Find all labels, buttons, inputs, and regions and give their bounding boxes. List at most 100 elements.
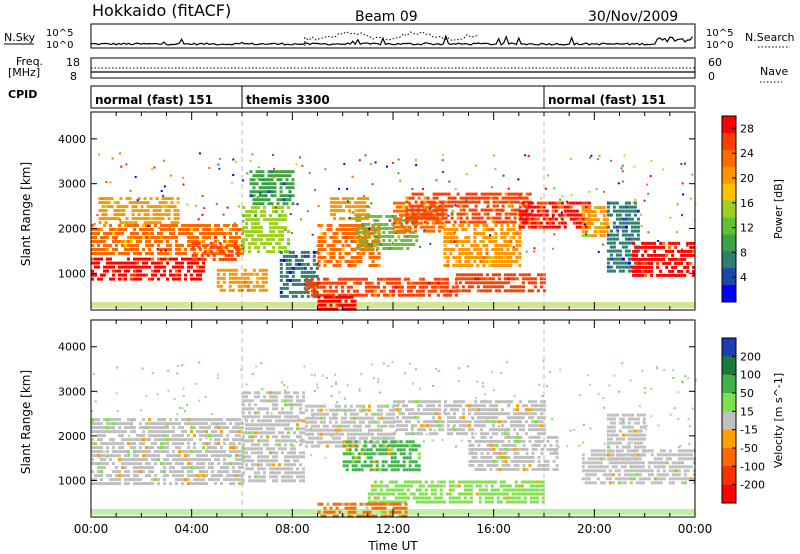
data-cell	[276, 198, 280, 202]
data-cell	[479, 248, 483, 251]
data-cell	[190, 224, 193, 227]
data-cell	[278, 439, 281, 443]
data-cell	[326, 228, 330, 231]
data-cell	[254, 210, 257, 214]
scatter-cell	[296, 203, 299, 206]
data-cell	[307, 281, 311, 285]
data-cell	[288, 182, 292, 186]
data-cell	[254, 222, 257, 226]
data-cell	[533, 213, 537, 217]
data-cell	[500, 264, 504, 267]
data-cell	[242, 250, 245, 254]
data-cell	[130, 277, 133, 281]
data-cell	[482, 277, 486, 281]
data-cell	[178, 228, 181, 231]
data-cell	[310, 285, 314, 289]
data-cell	[272, 395, 275, 399]
data-cell	[279, 194, 283, 198]
data-cell	[495, 196, 499, 200]
scatter-cell	[566, 200, 568, 203]
data-cell	[668, 269, 672, 273]
data-cell	[235, 244, 238, 247]
data-cell	[380, 502, 384, 506]
data-cell	[674, 261, 678, 265]
data-cell	[458, 224, 462, 227]
data-cell	[367, 243, 371, 246]
data-cell	[181, 438, 184, 442]
scatter-cell	[585, 202, 588, 205]
data-cell	[254, 423, 257, 427]
data-cell	[211, 434, 214, 438]
data-cell	[490, 492, 494, 496]
data-cell	[656, 261, 660, 265]
data-cell	[284, 246, 287, 250]
data-cell	[269, 230, 272, 234]
data-cell	[294, 278, 298, 282]
data-cell	[103, 458, 106, 462]
data-cell	[575, 209, 579, 213]
data-cell	[254, 238, 257, 242]
data-cell	[157, 232, 160, 235]
data-cell	[445, 281, 449, 285]
data-cell	[121, 422, 124, 426]
data-cell	[184, 478, 187, 482]
data-cell	[217, 474, 220, 478]
data-cell	[478, 484, 482, 488]
scatter-cell	[590, 154, 593, 157]
scatter-cell	[520, 220, 523, 222]
data-cell	[366, 217, 370, 221]
data-cell	[506, 224, 510, 227]
data-cell	[326, 510, 330, 514]
data-cell	[163, 446, 166, 450]
data-cell	[220, 228, 223, 231]
data-cell	[388, 500, 392, 504]
data-cell	[484, 488, 488, 492]
data-cell	[282, 198, 286, 202]
data-cell	[338, 260, 342, 263]
data-cell	[287, 242, 290, 246]
data-cell	[232, 446, 235, 450]
data-cell	[524, 277, 528, 281]
data-cell	[461, 285, 465, 289]
data-cell	[599, 210, 603, 214]
data-cell	[322, 412, 326, 416]
data-cell	[151, 470, 154, 474]
data-cell	[503, 236, 507, 239]
data-cell	[633, 213, 637, 217]
data-cell	[235, 470, 238, 474]
data-cell	[470, 244, 474, 247]
data-cell	[408, 416, 411, 420]
data-cell	[463, 488, 467, 492]
data-cell	[420, 208, 424, 212]
data-cell	[340, 428, 344, 432]
data-cell	[560, 213, 564, 217]
data-cell	[112, 462, 115, 466]
data-cell	[490, 496, 494, 500]
data-cell	[304, 440, 308, 444]
data-cell	[461, 252, 465, 255]
data-cell	[202, 446, 205, 450]
data-cell	[373, 480, 377, 484]
data-cell	[462, 208, 466, 212]
data-cell	[211, 446, 214, 450]
data-cell	[525, 192, 529, 196]
data-cell	[199, 462, 202, 466]
data-cell	[214, 244, 217, 247]
data-cell	[101, 217, 105, 221]
data-cell	[527, 273, 531, 277]
data-cell	[621, 261, 625, 265]
data-cell	[517, 492, 521, 496]
scatter-cell	[453, 240, 456, 243]
data-cell	[97, 252, 100, 255]
data-cell	[624, 245, 628, 249]
data-cell	[166, 257, 169, 261]
data-cell	[107, 217, 111, 221]
data-cell	[220, 252, 223, 255]
data-cell	[312, 262, 316, 266]
data-cell	[118, 446, 121, 450]
data-cell	[263, 206, 266, 210]
data-cell	[315, 274, 319, 278]
data-cell	[414, 212, 418, 216]
data-cell	[115, 261, 118, 265]
data-cell	[151, 261, 154, 265]
